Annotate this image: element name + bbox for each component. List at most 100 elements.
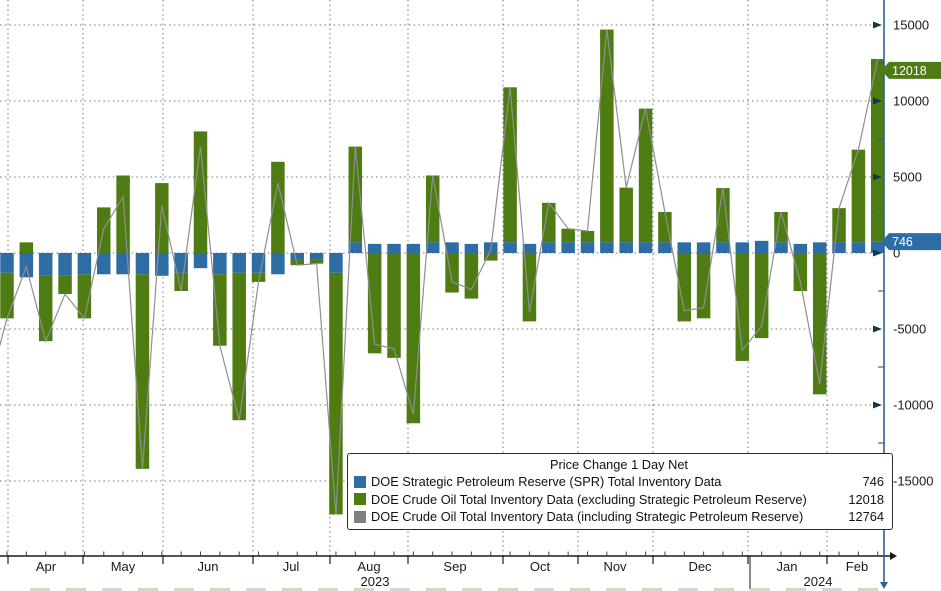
y-tick-arrow-icon — [873, 173, 882, 181]
month-label: Nov — [603, 559, 627, 574]
crude-ex-spr-bar — [155, 183, 169, 253]
crude-ex-spr-bar — [638, 108, 653, 243]
crude-ex-spr-bar — [19, 242, 34, 253]
month-label: Jan — [777, 559, 798, 574]
crude-ex-spr-bar — [58, 275, 72, 295]
spr-bar — [0, 253, 14, 273]
crude-ex-spr-bar — [193, 131, 208, 253]
spr-bar — [774, 242, 788, 253]
axis-marker-value: 12018 — [892, 64, 927, 78]
legend-title: Price Change 1 Day Net — [550, 457, 688, 472]
crude-ex-spr-bar — [696, 253, 711, 319]
spr-bar — [716, 242, 730, 253]
crude-ex-spr-bar — [116, 175, 130, 253]
spr-bar — [135, 253, 150, 275]
crude-ex-spr-bar — [387, 253, 401, 358]
crude-ex-spr-bar — [271, 161, 285, 253]
spr-bar — [658, 242, 672, 253]
spr-bar — [735, 242, 750, 253]
spr-bar — [445, 242, 459, 253]
y-tick-label: 5000 — [893, 170, 922, 185]
crude-ex-spr-bar — [542, 202, 556, 243]
crude-ex-spr-bar — [213, 274, 227, 346]
legend-value: 746 — [862, 474, 884, 489]
crude-ex-spr-bar — [406, 253, 421, 424]
month-label: Oct — [530, 559, 551, 574]
spr-bar — [97, 253, 111, 275]
month-label: Jun — [198, 559, 219, 574]
y-tick-arrow-icon — [873, 21, 882, 29]
crude-ex-spr-bar — [619, 187, 633, 243]
crude-ex-spr-bar — [464, 253, 479, 299]
month-label: May — [111, 559, 136, 574]
spr-bar — [58, 253, 72, 276]
spr-bar — [600, 242, 614, 253]
spr-bar — [619, 242, 633, 253]
y-tick-label: -10000 — [893, 398, 933, 413]
crude-ex-spr-bar — [677, 253, 691, 322]
legend: Price Change 1 Day Net DOE Strategic Pet… — [347, 453, 893, 530]
month-label: Apr — [36, 559, 57, 574]
spr-bar — [464, 243, 479, 253]
crude-ex-spr-bar — [851, 149, 866, 243]
crude-ex-spr-bar — [329, 272, 343, 515]
month-label: Sep — [443, 559, 466, 574]
spr-bar — [329, 253, 343, 273]
spr-bar — [406, 243, 421, 253]
spr-bar — [348, 242, 363, 253]
legend-label: DOE Crude Oil Total Inventory Data (incl… — [371, 509, 804, 524]
axis-marker-12018: 12018 — [881, 61, 941, 79]
y-tick-label: 15000 — [893, 18, 929, 33]
crude-ex-spr-bar — [735, 253, 750, 361]
spr-bar — [696, 242, 711, 253]
spr-bar — [271, 253, 285, 275]
month-label: Aug — [357, 559, 380, 574]
crude-ex-spr-bar — [658, 211, 672, 243]
y-tick-label: -15000 — [893, 474, 933, 489]
crude-ex-spr-bar — [309, 259, 324, 264]
total-including-spr-line — [0, 29, 879, 515]
spr-bar — [193, 253, 208, 269]
crude-ex-spr-bar — [561, 228, 575, 243]
spr-bar — [638, 242, 653, 253]
y-tick-label: -5000 — [893, 322, 926, 337]
spr-bar — [871, 241, 885, 253]
legend-value: 12018 — [848, 491, 884, 507]
crude-ex-spr-bar — [793, 253, 808, 291]
crude-ex-spr-bar — [503, 87, 517, 243]
axis-marker-746: 746 — [881, 233, 941, 251]
spr-bar — [290, 253, 304, 260]
crude-ex-spr-bar — [77, 274, 92, 319]
spr-bar — [677, 242, 691, 253]
crude-ex-spr-bar — [716, 188, 730, 243]
legend-label: DOE Strategic Petroleum Reserve (SPR) To… — [371, 474, 722, 489]
spr-bar — [580, 242, 595, 253]
legend-label: DOE Crude Oil Total Inventory Data (excl… — [371, 491, 807, 507]
spr-bar — [309, 253, 324, 260]
crude-ex-spr-swatch-icon — [354, 493, 366, 506]
x-axis-arrow-icon — [890, 552, 897, 560]
y-axis-arrow-icon — [880, 582, 888, 589]
crude-ex-spr-bar — [871, 58, 885, 242]
legend-row-crude-inc-spr: DOE Crude Oil Total Inventory Data (incl… — [354, 508, 884, 526]
spr-bar — [251, 253, 266, 273]
spr-bar — [754, 240, 769, 253]
spr-bar — [38, 253, 53, 276]
spr-bar — [522, 243, 537, 253]
x-axis: Apr May Jun Jul Aug Sep Oct Nov Dec Jan Feb 2023 202… — [0, 551, 897, 589]
crude-ex-spr-bar — [580, 230, 595, 243]
crude-ex-spr-bar — [232, 272, 246, 421]
spr-bar — [503, 242, 517, 253]
spr-bar — [561, 242, 575, 253]
spr-bar — [851, 242, 866, 253]
spr-bar — [77, 253, 92, 275]
y-tick-arrow-icon — [873, 249, 882, 257]
spr-bar — [213, 253, 227, 275]
spr-bar — [232, 253, 246, 273]
spr-bar — [793, 243, 808, 253]
legend-value: 12764 — [848, 509, 884, 524]
crude-ex-spr-bar — [0, 272, 14, 319]
legend-row-crude-ex-spr: DOE Crude Oil Total Inventory Data (excl… — [354, 491, 884, 509]
